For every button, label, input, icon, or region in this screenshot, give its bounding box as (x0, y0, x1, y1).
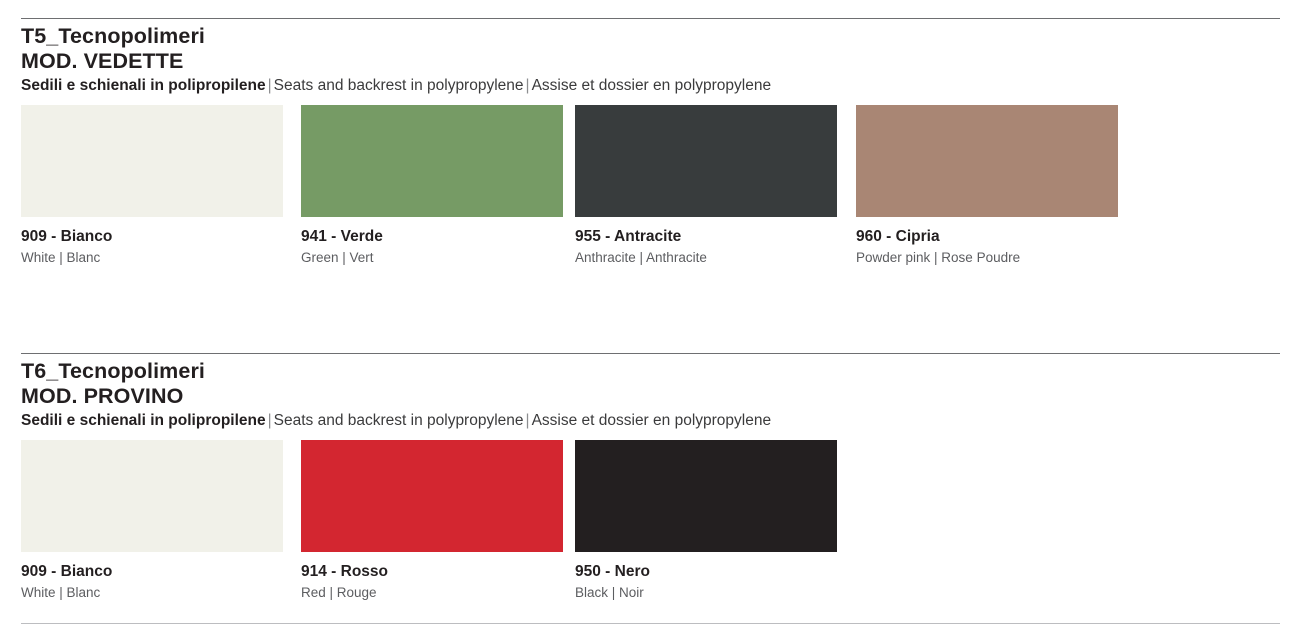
swatch-translation: Red | Rouge (301, 585, 377, 600)
swatch-row: 909 - Bianco White | Blanc 941 - Verde G… (21, 105, 1280, 265)
section-title-block: T6_Tecnopolimeri MOD. PROVINO Sedili e s… (21, 354, 1280, 431)
description-separator-1: | (267, 77, 272, 94)
swatch-name: 914 - Rosso (301, 563, 389, 580)
section-code: T6_Tecnopolimeri (21, 359, 205, 383)
swatch-name: 960 - Cipria (856, 228, 940, 245)
description-separator-2: | (525, 77, 530, 94)
description-italian: Sedili e schienali in polipropilene (21, 412, 266, 429)
section-description: Sedili e schienali in polipropilene | Seat… (21, 411, 1280, 431)
swatch-name: 909 - Bianco (21, 228, 113, 245)
section-code: T5_Tecnopolimeri (21, 24, 205, 48)
swatch-translation: Black | Noir (575, 585, 644, 600)
swatch-cell[interactable]: 955 - Antracite Anthracite | Anthracite (575, 105, 837, 266)
swatch-name: 955 - Antracite (575, 228, 682, 245)
swatch-row: 909 - Bianco White | Blanc 914 - Rosso R… (21, 440, 1280, 600)
swatch-name: 909 - Bianco (21, 563, 113, 580)
description-french: Assise et dossier en polypropylene (531, 412, 772, 429)
swatch-cell[interactable]: 909 - Bianco White | Blanc (21, 105, 283, 266)
color-swatch-941-verde[interactable] (301, 105, 563, 217)
color-swatch-960-cipria[interactable] (856, 105, 1118, 217)
description-english: Seats and backrest in polypropylene (273, 412, 524, 429)
swatch-name: 950 - Nero (575, 563, 650, 580)
swatch-translation: Green | Vert (301, 250, 374, 265)
swatch-cell[interactable]: 909 - Bianco White | Blanc (21, 440, 283, 601)
section-t6: T6_Tecnopolimeri MOD. PROVINO Sedili e s… (21, 353, 1280, 600)
section-divider-top (21, 353, 1280, 354)
section-model: MOD. PROVINO (21, 384, 184, 408)
swatch-name: 941 - Verde (301, 228, 383, 245)
description-separator-1: | (267, 412, 272, 429)
color-swatch-909-bianco[interactable] (21, 440, 283, 552)
description-french: Assise et dossier en polypropylene (531, 77, 772, 94)
swatch-cell[interactable]: 950 - Nero Black | Noir (575, 440, 837, 601)
section-description: Sedili e schienali in polipropilene | Seat… (21, 76, 1280, 96)
color-swatch-950-nero[interactable] (575, 440, 837, 552)
color-swatch-955-antracite[interactable] (575, 105, 837, 217)
swatch-cell[interactable]: 941 - Verde Green | Vert (301, 105, 563, 266)
swatch-translation: White | Blanc (21, 585, 101, 600)
description-italian: Sedili e schienali in polipropilene (21, 77, 266, 94)
description-separator-2: | (525, 412, 530, 429)
swatch-cell[interactable]: 960 - Cipria Powder pink | Rose Poudre (856, 105, 1118, 266)
color-swatch-909-bianco[interactable] (21, 105, 283, 217)
swatch-cell[interactable]: 914 - Rosso Red | Rouge (301, 440, 563, 601)
section-model: MOD. VEDETTE (21, 49, 184, 73)
section-title-block: T5_Tecnopolimeri MOD. VEDETTE Sedili e s… (21, 19, 1280, 96)
section-t5: T5_Tecnopolimeri MOD. VEDETTE Sedili e s… (21, 18, 1280, 265)
section-divider-top (21, 18, 1280, 19)
page-divider-bottom (21, 623, 1280, 624)
swatch-translation: Anthracite | Anthracite (575, 250, 707, 265)
description-english: Seats and backrest in polypropylene (273, 77, 524, 94)
swatch-translation: White | Blanc (21, 250, 101, 265)
color-swatch-914-rosso[interactable] (301, 440, 563, 552)
swatch-translation: Powder pink | Rose Poudre (856, 250, 1021, 265)
